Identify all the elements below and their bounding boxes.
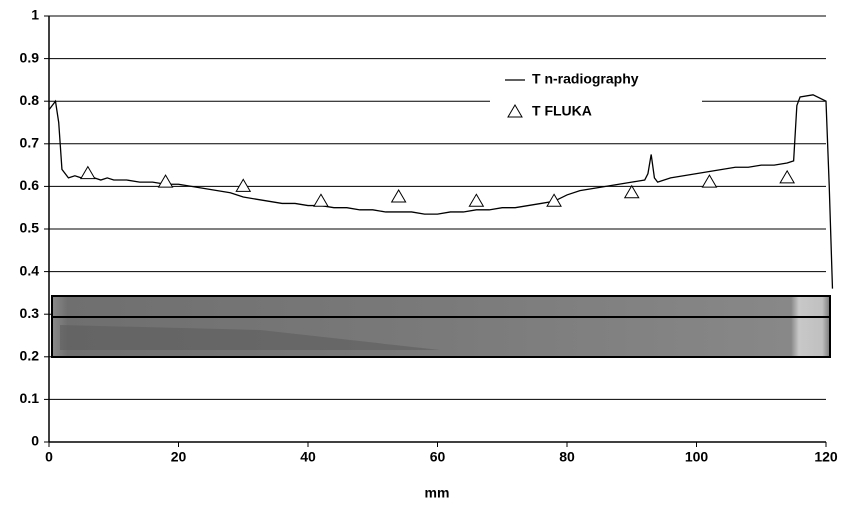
- marker: [390, 189, 407, 203]
- legend-box: [490, 64, 702, 130]
- y-tick-label: 0.1: [20, 390, 40, 406]
- marker: [779, 169, 796, 184]
- y-tick-label: 0.7: [20, 135, 40, 151]
- x-axis-label: mm: [425, 485, 450, 501]
- legend-label: T n-radiography: [532, 71, 639, 87]
- legend-marker: [507, 104, 523, 118]
- legend-label: T FLUKA: [532, 103, 592, 119]
- y-tick-label: 0.5: [20, 220, 40, 236]
- marker: [79, 165, 96, 180]
- data-line: [48, 94, 834, 289]
- x-tick-label: 120: [814, 449, 838, 465]
- marker: [468, 193, 485, 207]
- marker: [235, 178, 252, 192]
- y-tick-label: 0.2: [20, 348, 40, 364]
- x-tick-label: 20: [171, 449, 187, 465]
- y-tick-label: 0.8: [20, 92, 40, 108]
- grid: [49, 15, 826, 443]
- x-tick-label: 0: [45, 449, 53, 465]
- marker: [313, 193, 329, 207]
- y-tick-label: 0.4: [20, 262, 40, 278]
- y-tick-label: 0.6: [20, 177, 40, 193]
- y-tick-label: 0.3: [20, 305, 40, 321]
- marker: [546, 193, 562, 207]
- y-tick-label: 1: [31, 7, 39, 23]
- y-tick-label: 0.9: [20, 49, 40, 65]
- radiograph-image: [51, 295, 831, 358]
- marker: [623, 184, 640, 199]
- y-tick-label: 0: [31, 433, 39, 449]
- x-tick-label: 100: [685, 449, 709, 465]
- x-tick-label: 40: [300, 449, 316, 465]
- legend: T n-radiography T FLUKA: [490, 64, 702, 130]
- x-tick-label: 60: [430, 449, 446, 465]
- marker: [157, 174, 174, 188]
- x-tick-label: 80: [559, 449, 575, 465]
- marker: [701, 174, 718, 188]
- plot: [48, 94, 834, 289]
